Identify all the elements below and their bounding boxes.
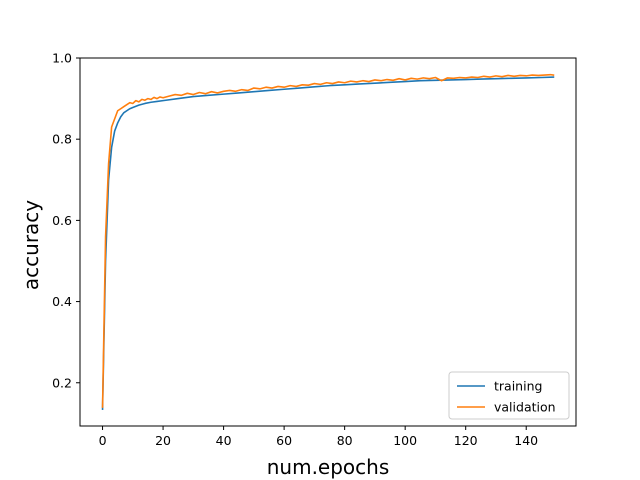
y-tick-label: 0.4 (52, 294, 72, 309)
x-axis-ticks: 0 20 40 60 80 100 120 140 (99, 426, 538, 448)
y-tick-label: 0.6 (52, 213, 72, 228)
series-line-training (101, 76, 555, 410)
x-tick-label: 100 (393, 433, 417, 448)
series-line-validation (101, 73, 555, 408)
legend-label-training: training (494, 379, 542, 394)
x-tick-label: 20 (155, 433, 171, 448)
x-tick-label: 60 (276, 433, 292, 448)
legend: training validation (448, 371, 570, 420)
plot-frame (79, 57, 577, 427)
y-axis-ticks: 0.2 0.4 0.6 0.8 1.0 (52, 51, 80, 390)
x-axis-title: num.epochs (267, 455, 390, 479)
x-tick-label: 40 (216, 433, 232, 448)
plot-lines (101, 73, 555, 410)
x-tick-label: 80 (337, 433, 353, 448)
x-tick-label: 0 (99, 433, 107, 448)
x-tick-label: 140 (514, 433, 538, 448)
y-axis-title: accuracy (19, 200, 43, 290)
y-tick-label: 0.8 (52, 132, 72, 147)
y-tick-label: 0.2 (52, 375, 72, 390)
legend-label-validation: validation (494, 400, 556, 415)
y-tick-label: 1.0 (52, 51, 72, 66)
x-tick-label: 120 (454, 433, 478, 448)
